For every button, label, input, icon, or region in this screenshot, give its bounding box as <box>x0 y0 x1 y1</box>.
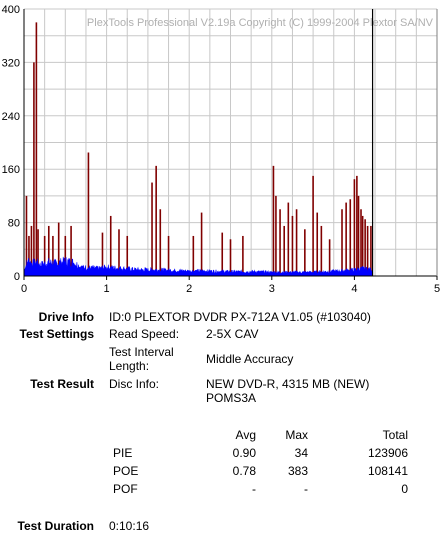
row-pof-avg: - <box>252 482 256 496</box>
disc-info-key: Disc Info: <box>109 377 160 391</box>
x-tick-label: 3 <box>269 283 275 295</box>
y-tick-label: 0 <box>14 271 20 283</box>
row-poe-name: POE <box>113 464 139 478</box>
y-tick-label: 320 <box>2 57 20 69</box>
y-tick-label: 400 <box>2 4 20 16</box>
read-speed-value: 2-5X CAV <box>206 327 259 341</box>
interval-key-line2: Length: <box>109 359 150 373</box>
row-pie-name: PIE <box>113 446 133 460</box>
pie-series-area <box>23 256 373 277</box>
drive-info-label: Drive Info <box>38 310 94 324</box>
row-pof-max: - <box>304 482 308 496</box>
row-poe-total: 108141 <box>367 464 408 478</box>
poe-series <box>25 22 372 276</box>
disc-info-line2: POMS3A <box>206 391 257 405</box>
chart-axes <box>23 9 438 277</box>
row-pof-total: 0 <box>401 482 408 496</box>
test-result-label: Test Result <box>30 377 94 391</box>
chart-title: PlexTools Professional V2.19a Copyright … <box>87 17 434 29</box>
row-pie-total: 123906 <box>367 446 408 460</box>
row-pie-avg: 0.90 <box>232 446 256 460</box>
test-duration-value: 0:10:16 <box>109 519 150 533</box>
x-tick-label: 0 <box>21 283 27 295</box>
drive-info-value: ID:0 PLEXTOR DVDR PX-712A V1.05 (#103040… <box>109 310 371 324</box>
row-pof-name: POF <box>113 482 138 496</box>
x-tick-label: 1 <box>104 283 110 295</box>
header-total: Total <box>382 428 408 442</box>
row-pie-max: 34 <box>294 446 308 460</box>
interval-value: Middle Accuracy <box>206 352 294 366</box>
x-tick-label: 4 <box>351 283 357 295</box>
row-poe-avg: 0.78 <box>232 464 256 478</box>
x-tick-labels: 0 1 2 3 4 5 <box>21 276 440 295</box>
read-speed-key: Read Speed: <box>109 327 180 341</box>
header-avg: Avg <box>235 428 256 442</box>
interval-key-line1: Test Interval <box>109 345 174 359</box>
test-duration-label: Test Duration <box>17 519 94 533</box>
y-tick-labels: 0 80 160 240 320 400 <box>2 4 20 283</box>
test-settings-label: Test Settings <box>19 327 94 341</box>
y-tick-label: 80 <box>8 218 20 230</box>
disc-info-line1: NEW DVD-R, 4315 MB (NEW) <box>206 377 370 391</box>
y-tick-label: 160 <box>2 164 20 176</box>
row-poe-max: 383 <box>287 464 308 478</box>
header-max: Max <box>285 428 308 442</box>
x-tick-label: 2 <box>186 283 192 295</box>
error-rate-chart: PlexTools Professional V2.19a Copyright … <box>2 4 440 295</box>
x-tick-label: 5 <box>434 283 440 295</box>
chart-grid <box>23 8 438 277</box>
y-tick-label: 240 <box>2 111 20 123</box>
